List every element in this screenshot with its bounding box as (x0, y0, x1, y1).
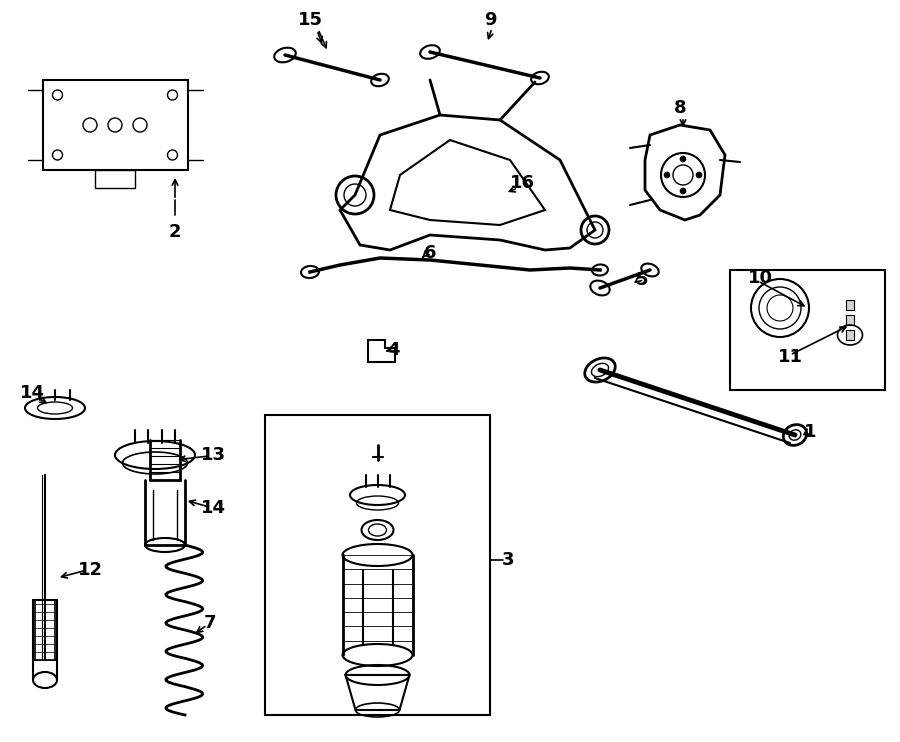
Bar (846, 315, 854, 325)
Text: 1: 1 (804, 423, 816, 441)
Text: 11: 11 (778, 348, 803, 366)
Circle shape (664, 172, 670, 178)
Text: 6: 6 (424, 244, 436, 262)
Text: 2: 2 (169, 223, 181, 241)
Circle shape (680, 188, 686, 194)
Text: 14: 14 (20, 384, 44, 402)
Bar (846, 300, 854, 310)
Polygon shape (95, 170, 135, 188)
Text: 12: 12 (77, 561, 103, 579)
Bar (730, 270, 885, 390)
Text: 10: 10 (748, 269, 772, 287)
Bar (846, 330, 854, 340)
Text: 5: 5 (635, 271, 648, 289)
Text: 8: 8 (674, 99, 687, 117)
Circle shape (696, 172, 702, 178)
Bar (265, 415, 490, 715)
Text: 7: 7 (203, 614, 216, 632)
Text: 14: 14 (201, 499, 226, 517)
Text: 16: 16 (509, 174, 535, 192)
Text: 13: 13 (201, 446, 226, 464)
Polygon shape (390, 140, 545, 225)
Circle shape (680, 156, 686, 162)
Text: 4: 4 (387, 341, 400, 359)
Text: 3: 3 (502, 551, 514, 569)
Text: 15: 15 (298, 11, 322, 29)
Text: 9: 9 (484, 11, 496, 29)
